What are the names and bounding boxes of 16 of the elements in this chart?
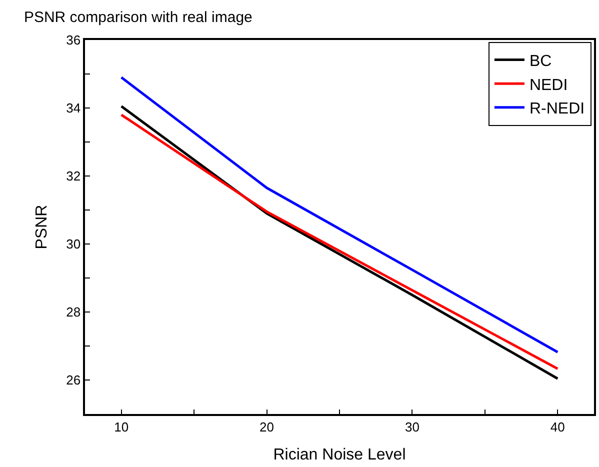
y-tick-label: 34: [66, 100, 81, 116]
y-tick-label: 30: [66, 236, 81, 252]
y-tick-label: 26: [66, 372, 81, 388]
y-tick-label: 32: [66, 168, 81, 184]
y-tick-label: 28: [66, 304, 81, 320]
legend-label: R-NEDI: [529, 100, 585, 118]
chart-title: PSNR comparison with real image: [24, 9, 252, 26]
legend-label: NEDI: [529, 76, 568, 94]
x-axis-title: Rician Noise Level: [273, 446, 406, 464]
x-tick-label: 40: [550, 419, 565, 434]
legend-label: BC: [529, 53, 552, 70]
y-tick-label: 36: [66, 32, 81, 48]
y-axis-title: PSNR: [34, 204, 51, 250]
x-tick-label: 10: [114, 419, 129, 434]
x-tick-label: 30: [404, 419, 420, 434]
x-tick-label: 20: [260, 419, 274, 434]
